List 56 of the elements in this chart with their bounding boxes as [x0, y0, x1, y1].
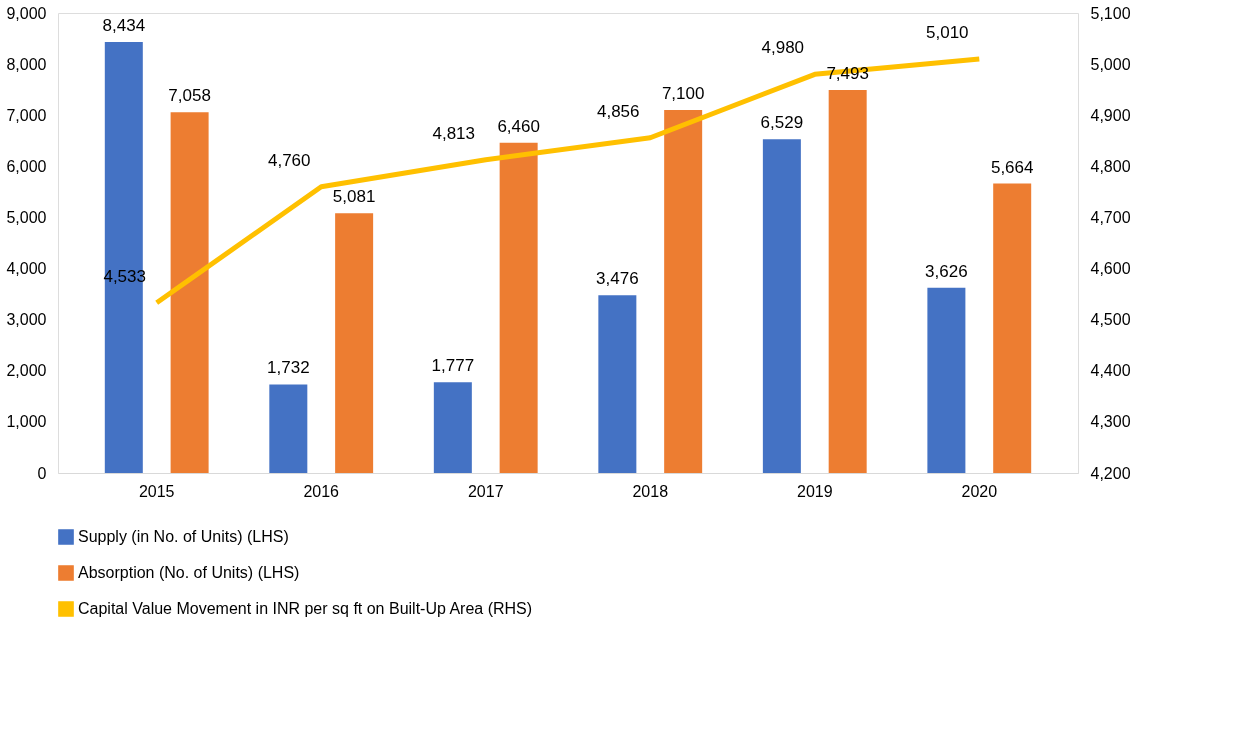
bar	[269, 384, 308, 473]
data-label: 5,081	[332, 187, 376, 207]
bar	[598, 295, 637, 473]
bar	[499, 142, 538, 473]
bar	[335, 213, 374, 473]
x-tick-label: 2015	[138, 482, 175, 500]
y2-tick-label: 4,400	[1090, 362, 1131, 380]
data-label: 8,434	[102, 15, 146, 35]
y-tick-label: 3,000	[6, 311, 47, 329]
data-label: 4,760	[267, 150, 311, 170]
data-label: 1,777	[431, 356, 475, 376]
bar	[762, 139, 801, 473]
y-tick-label: 2,000	[6, 362, 47, 380]
data-label: 3,626	[925, 261, 968, 281]
data-label: 5,664	[990, 157, 1034, 177]
y-tick-label: 5,000	[6, 208, 47, 226]
y2-tick-label: 4,700	[1090, 208, 1131, 226]
data-label: 7,058	[168, 86, 211, 106]
y-tick-label: 1,000	[6, 413, 47, 431]
y2-tick-label: 4,300	[1090, 413, 1131, 431]
data-label: 1,732	[267, 358, 310, 378]
y2-tick-label: 4,600	[1090, 260, 1131, 278]
y2-tick-label: 4,800	[1090, 157, 1131, 175]
y-tick-label: 7,000	[6, 106, 47, 124]
y-tick-label: 9,000	[6, 4, 47, 22]
data-label: 4,980	[761, 38, 805, 58]
bar	[993, 183, 1032, 473]
x-tick-label: 2016	[303, 482, 340, 500]
data-label: 6,460	[497, 116, 540, 136]
data-label: 4,813	[432, 123, 476, 143]
x-tick-label: 2018	[632, 482, 669, 500]
y-tick-label: 0	[37, 464, 47, 482]
data-label: 3,476	[596, 269, 639, 289]
legend-label: Supply (in No. of Units) (LHS)	[78, 528, 289, 545]
y2-tick-label: 4,900	[1090, 106, 1131, 124]
y2-tick-label: 4,500	[1090, 311, 1131, 329]
y2-tick-label: 5,100	[1090, 4, 1131, 22]
bar	[664, 110, 703, 473]
bar	[170, 112, 209, 473]
y-tick-label: 8,000	[6, 55, 47, 73]
x-tick-label: 2017	[467, 482, 504, 500]
bar	[433, 382, 472, 473]
bar	[927, 287, 966, 473]
y-tick-label: 4,000	[6, 260, 47, 278]
y2-tick-label: 5,000	[1090, 55, 1131, 73]
legend-label: Capital Value Movement in INR per sq ft on Built-Up Area (RHS)	[78, 600, 533, 617]
data-label: 6,529	[760, 113, 804, 133]
data-label: 4,856	[596, 101, 640, 121]
y2-tick-label: 4,200	[1090, 464, 1131, 482]
legend-label: Absorption (No. of Units) (LHS)	[78, 564, 300, 581]
x-tick-label: 2020	[961, 482, 998, 500]
data-label: 7,100	[661, 84, 705, 104]
x-tick-label: 2019	[796, 482, 833, 500]
y-tick-label: 6,000	[6, 157, 47, 175]
bar	[828, 90, 867, 473]
data-label: 5,010	[926, 23, 969, 42]
